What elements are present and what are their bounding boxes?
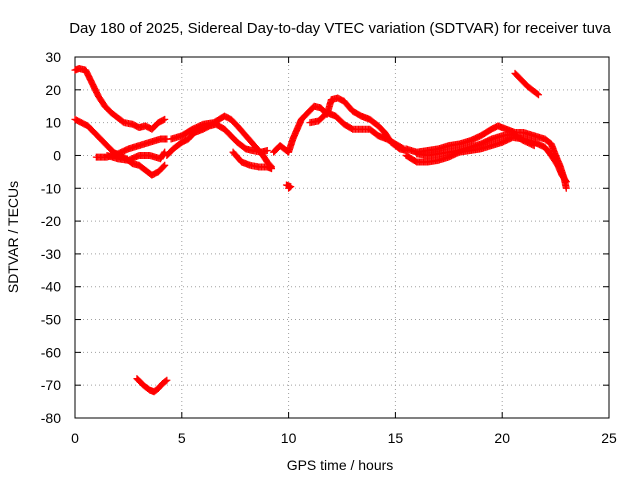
data-point — [162, 377, 170, 385]
x-tick-label: 10 — [281, 430, 297, 446]
data-marks — [71, 64, 570, 396]
data-point — [562, 178, 570, 186]
series-track-8 — [270, 94, 410, 156]
series-track-15 — [133, 375, 171, 396]
y-tick-label: -30 — [41, 246, 61, 262]
data-point — [161, 115, 169, 123]
series-track-4 — [103, 148, 169, 164]
y-tick-label: 0 — [53, 147, 61, 163]
data-point — [161, 161, 169, 169]
x-tick-label: 0 — [71, 430, 79, 446]
data-point — [282, 181, 290, 189]
x-tick-label: 15 — [388, 430, 404, 446]
series-track-9 — [306, 109, 408, 153]
data-point — [160, 162, 168, 170]
series-track-13 — [413, 130, 538, 159]
plot-frame — [74, 56, 610, 419]
data-point — [530, 142, 538, 150]
y-tick-label: 10 — [45, 115, 61, 131]
series-track-1 — [71, 64, 169, 133]
series-track-7 — [229, 148, 276, 173]
chart-title: Day 180 of 2025, Sidereal Day-to-day VTE… — [69, 20, 611, 37]
axis-ticks: 0 5 10 15 20 25 30 20 10 0 -10 -20 -30 -40 -50 -60 -70 -8… — [41, 49, 617, 446]
data-point — [535, 91, 543, 99]
data-point — [268, 165, 276, 173]
data-point — [163, 376, 171, 384]
data-point — [562, 184, 570, 192]
y-tick-label: -80 — [41, 410, 61, 426]
x-axis-label: GPS time / hours — [287, 457, 394, 473]
y-tick-label: -60 — [41, 344, 61, 360]
x-tick-label: 5 — [178, 430, 186, 446]
y-tick-label: -40 — [41, 279, 61, 295]
data-point — [533, 90, 541, 98]
y-tick-label: -20 — [41, 213, 61, 229]
y-tick-label: -70 — [41, 377, 61, 393]
data-point — [399, 144, 407, 152]
y-tick-label: 20 — [45, 82, 61, 98]
y-axis-label: SDTVAR / TECUs — [5, 181, 21, 293]
y-tick-label: 30 — [45, 49, 61, 65]
y-tick-label: -50 — [41, 312, 61, 328]
x-tick-label: 25 — [601, 430, 617, 446]
y-tick-label: -10 — [41, 180, 61, 196]
x-tick-label: 20 — [494, 430, 510, 446]
grid — [75, 57, 609, 418]
data-point — [263, 147, 271, 155]
series-track-14 — [511, 69, 543, 99]
data-point — [562, 177, 570, 185]
series-track-10 — [282, 181, 295, 192]
data-point — [159, 116, 167, 124]
